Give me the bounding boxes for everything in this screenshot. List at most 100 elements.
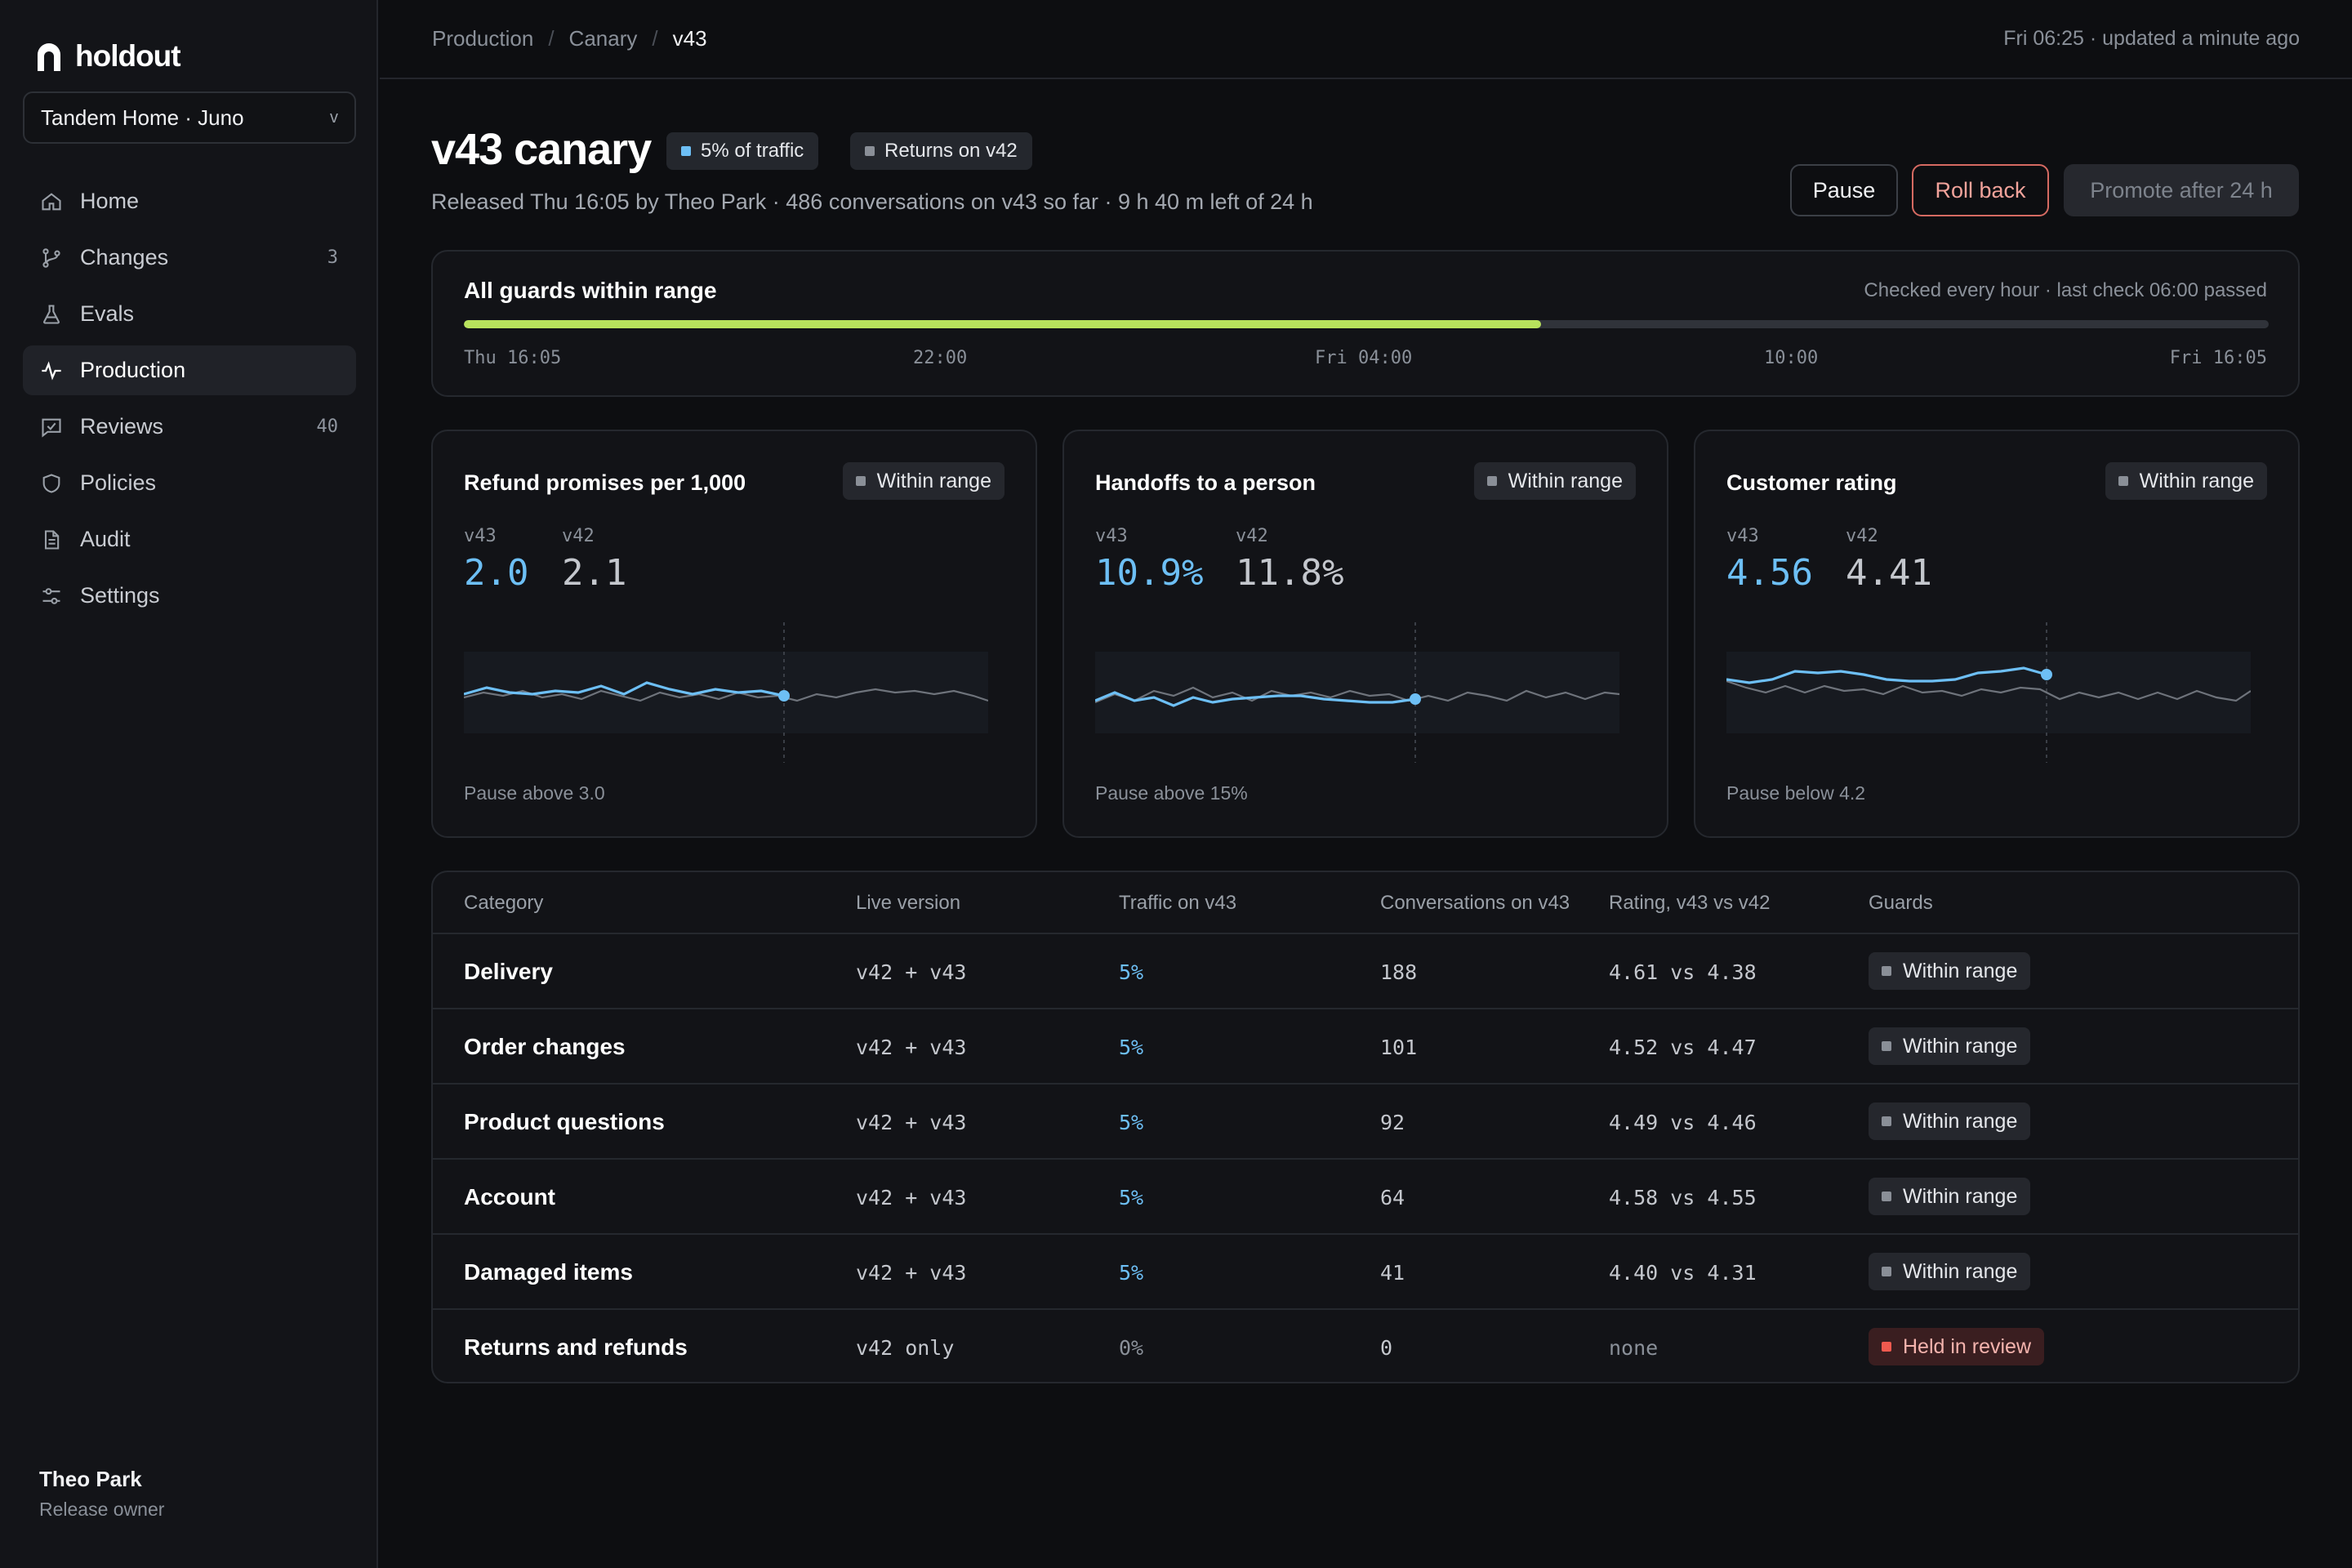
guard-badge: Within range (1869, 1253, 2031, 1290)
rating-comparison: 4.61 vs 4.38 (1609, 960, 1757, 984)
returns-badge: Returns on v42 (850, 132, 1032, 170)
sidebar-item-evals[interactable]: Evals (23, 289, 356, 339)
old-version-value: 4.41 (1846, 552, 1932, 594)
workspace-name: Tandem Home · Juno (41, 105, 244, 130)
breadcrumb-separator: / (548, 26, 555, 51)
pause-button[interactable]: Pause (1790, 164, 1898, 216)
logo[interactable]: holdout (34, 39, 181, 74)
held-swatch (1882, 1342, 1891, 1352)
status-swatch (2118, 476, 2128, 486)
live-version: v42 only (856, 1336, 955, 1360)
branch-icon (39, 246, 64, 270)
sidebar-item-label: Policies (80, 470, 157, 495)
guard-badge: Within range (1869, 1178, 2031, 1215)
user-profile[interactable]: Theo Park Release owner (39, 1467, 164, 1521)
sidebar-item-label: Changes (80, 245, 169, 270)
column-header[interactable]: Guards (1869, 892, 1933, 914)
metric-card-handoffs[interactable]: Handoffs to a person Within range v43 v4… (1062, 430, 1668, 838)
returns-badge-label: Returns on v42 (884, 140, 1018, 162)
new-version-value: 10.9% (1095, 552, 1204, 594)
rating-comparison: 4.49 vs 4.46 (1609, 1111, 1757, 1134)
column-header[interactable]: Rating, v43 vs v42 (1609, 892, 1771, 914)
traffic-badge: 5% of traffic (666, 132, 819, 170)
guard-label: Within range (1903, 1109, 2018, 1133)
sidebar-item-policies[interactable]: Policies (23, 458, 356, 508)
promote-button[interactable]: Promote after 24 h (2064, 164, 2299, 216)
guards-check-note: Checked every hour · last check 06:00 pa… (1864, 279, 2267, 301)
status-swatch (855, 476, 866, 486)
rating-comparison: none (1609, 1336, 1659, 1360)
guard-swatch (1882, 1116, 1891, 1126)
category-name: Account (464, 1184, 555, 1209)
sidebar-item-home[interactable]: Home (23, 176, 356, 226)
breadcrumb-canary[interactable]: Canary (568, 26, 638, 51)
sidebar-item-reviews[interactable]: Reviews 40 (23, 402, 356, 452)
conversation-count: 64 (1380, 1186, 1405, 1209)
table-row[interactable]: Returns and refunds v42 only 0% 0 none H… (433, 1310, 2298, 1382)
rollback-button[interactable]: Roll back (1912, 164, 2049, 216)
app-name: holdout (75, 39, 181, 73)
workspace-switcher[interactable]: Tandem Home · Juno v (23, 91, 356, 144)
table-row[interactable]: Account v42 + v43 5% 64 4.58 vs 4.55 Wit… (433, 1160, 2298, 1235)
guard-badge: Within range (1869, 952, 2031, 990)
column-header[interactable]: Traffic on v43 (1119, 892, 1237, 914)
new-version-value: 2.0 (464, 552, 529, 594)
column-header[interactable]: Live version (856, 892, 961, 914)
sidebar-nav: Home Changes 3 Evals Production Review (23, 176, 356, 627)
flask-icon (39, 302, 64, 327)
metric-title: Refund promises per 1,000 (464, 470, 746, 495)
sidebar-item-audit[interactable]: Audit (23, 514, 356, 564)
status-swatch (1486, 476, 1497, 486)
sidebar-item-production[interactable]: Production (23, 345, 356, 395)
sidebar-item-changes[interactable]: Changes 3 (23, 233, 356, 283)
status-badge: Within range (1473, 462, 1636, 500)
timeline-tick: 10:00 (1764, 348, 1819, 368)
old-version-value: 2.1 (562, 552, 627, 594)
canary-progress-track (464, 320, 2269, 328)
release-summary: Released Thu 16:05 by Theo Park · 486 co… (431, 189, 1313, 214)
guards-panel: All guards within range Checked every ho… (431, 250, 2300, 397)
breadcrumb-current: v43 (672, 26, 707, 51)
table-row[interactable]: Order changes v42 + v43 5% 101 4.52 vs 4… (433, 1009, 2298, 1085)
new-version-label: v43 (1726, 526, 1759, 546)
guard-swatch (1882, 1192, 1891, 1201)
live-version: v42 + v43 (856, 1111, 967, 1134)
breadcrumb-production[interactable]: Production (432, 26, 534, 51)
new-version-label: v43 (1095, 526, 1128, 546)
category-table: Category Live version Traffic on v43 Con… (431, 871, 2300, 1383)
guard-label: Held in review (1903, 1334, 2032, 1358)
last-updated: Fri 06:25 · updated a minute ago (2003, 27, 2300, 50)
sidebar-item-label: Evals (80, 301, 135, 326)
column-header[interactable]: Category (464, 892, 544, 914)
conversation-count: 41 (1380, 1261, 1405, 1285)
table-row[interactable]: Damaged items v42 + v43 5% 41 4.40 vs 4.… (433, 1235, 2298, 1310)
traffic-swatch (681, 146, 691, 156)
metric-threshold: Pause above 3.0 (464, 782, 605, 804)
table-row[interactable]: Delivery v42 + v43 5% 188 4.61 vs 4.38 W… (433, 934, 2298, 1009)
old-version-value: 11.8% (1236, 552, 1344, 594)
table-row[interactable]: Product questions v42 + v43 5% 92 4.49 v… (433, 1085, 2298, 1160)
sidebar-item-settings[interactable]: Settings (23, 571, 356, 621)
guard-swatch (1882, 1267, 1891, 1276)
returns-swatch (865, 146, 875, 156)
page-title: v43 canary (431, 125, 652, 174)
status-badge: Within range (842, 462, 1004, 500)
handoffs-sparkline (1095, 622, 1619, 763)
old-version-label: v42 (1846, 526, 1878, 546)
traffic-share: 5% (1119, 1261, 1144, 1285)
column-header[interactable]: Conversations on v43 (1380, 892, 1570, 914)
reviews-count: 40 (316, 416, 339, 437)
metric-card-rating[interactable]: Customer rating Within range v43 v42 4.5… (1694, 430, 2300, 838)
canary-progress-fill (464, 320, 1542, 328)
conversation-count: 188 (1380, 960, 1418, 984)
rating-comparison: 4.58 vs 4.55 (1609, 1186, 1757, 1209)
metric-threshold: Pause above 15% (1095, 782, 1248, 804)
sidebar: holdout Tandem Home · Juno v Home Change… (0, 0, 378, 1568)
user-name: Theo Park (39, 1467, 142, 1491)
metric-card-refunds[interactable]: Refund promises per 1,000 Within range v… (431, 430, 1037, 838)
traffic-share: 5% (1119, 1036, 1144, 1059)
live-version: v42 + v43 (856, 1186, 967, 1209)
sidebar-item-label: Home (80, 189, 140, 213)
held-badge: Held in review (1869, 1328, 2045, 1365)
category-name: Damaged items (464, 1259, 633, 1285)
